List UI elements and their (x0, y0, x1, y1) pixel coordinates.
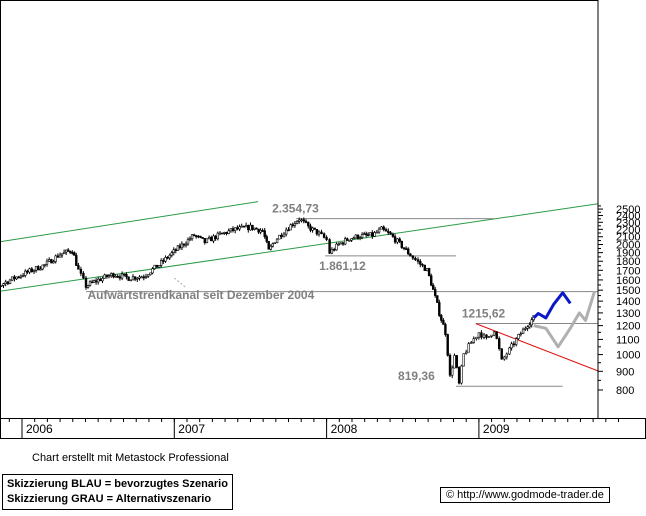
y-tick-label: 1000 (616, 350, 640, 362)
y-tick-label: 900 (616, 366, 634, 378)
scenario-legend: Skizzierung BLAU = bevorzugtes Szenario … (2, 474, 233, 510)
y-tick-label: 1300 (616, 308, 640, 320)
source-url-box[interactable]: © http://www.godmode-trader.de (440, 487, 610, 503)
y-tick-label: 2000 (616, 239, 640, 251)
y-tick-label: 1200 (616, 321, 640, 333)
level-label-1: 1.861,12 (319, 259, 366, 273)
y-tick-label: 1700 (616, 265, 640, 277)
y-tick-label: 2100 (616, 232, 640, 244)
scenario-grey-line (533, 290, 597, 349)
copyright-icon: © (446, 489, 455, 501)
y-tick-label: 1900 (616, 248, 640, 260)
legend-grey-scenario: Skizzierung GRAU = Alternativszenario (7, 493, 212, 505)
source-url[interactable]: http://www.godmode-trader.de (457, 489, 604, 501)
x-tick-label: 2008 (331, 422, 358, 436)
resistance-line (475, 323, 598, 372)
legend-blue-scenario: Skizzierung BLAU = bevorzugtes Szenario (7, 478, 228, 490)
y-tick-label: 1100 (616, 334, 640, 346)
trend-channel-connector (173, 277, 187, 289)
y-tick-label: 2500 (616, 204, 640, 216)
annotation-0: Aufwärtstrendkanal seit Dezember 2004 (87, 288, 314, 302)
x-axis-strip (0, 418, 646, 439)
trend-channel-upper (0, 201, 259, 243)
x-tick-label: 2009 (483, 422, 510, 436)
y-tick-label: 1500 (616, 285, 640, 297)
level-label-0: 2.354,73 (272, 202, 319, 216)
y-tick-label: 2400 (616, 211, 640, 223)
level-label-4: 819,36 (398, 369, 435, 383)
y-tick-label: 2300 (616, 217, 640, 229)
y-tick-label: 2200 (616, 224, 640, 236)
y-tick-label: 1400 (616, 296, 640, 308)
price-bars (0, 217, 535, 385)
chart-credit: Chart erstellt mit Metastock Professiona… (32, 452, 229, 464)
trend-channel-lower (0, 203, 598, 292)
x-tick-label: 2006 (26, 422, 53, 436)
y-tick-label: 1800 (616, 256, 640, 268)
price-chart: 800 900 1000 110012001300140015001600170018… (0, 0, 646, 439)
level-label-3: 1215,62 (462, 307, 506, 321)
y-tick-label: 800 (616, 385, 634, 397)
x-tick-label: 2007 (178, 422, 205, 436)
y-tick-label: 1600 (616, 275, 640, 287)
scenario-blue-line (532, 291, 572, 320)
